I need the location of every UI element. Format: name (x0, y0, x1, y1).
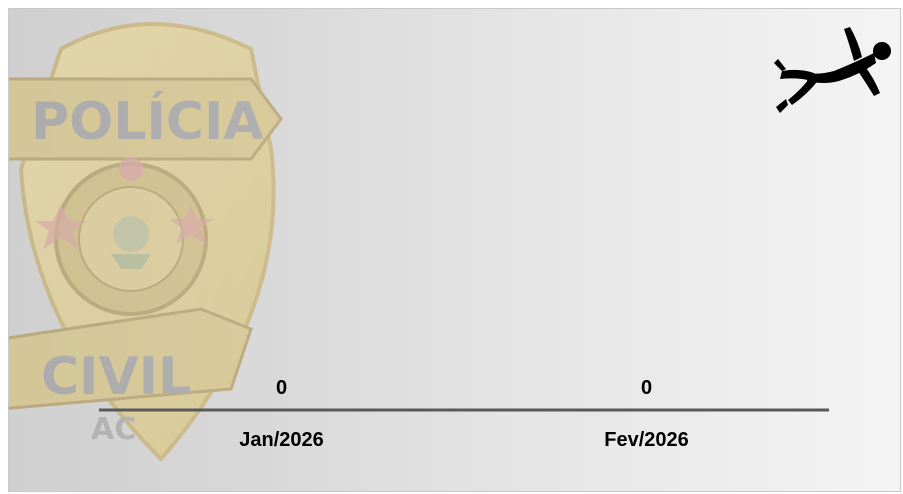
badge-state-text: AC (91, 412, 136, 447)
policia-civil-badge-watermark: POLÍCIA CIVIL AC (9, 22, 283, 462)
badge-top-text: POLÍCIA (31, 91, 264, 152)
data-label-1: 0 (641, 377, 652, 399)
chart-card: POLÍCIA CIVIL AC 0 Jan/2026 0 Fev/2026 (8, 8, 901, 492)
bar-chart: 0 Jan/2026 0 Fev/2026 (99, 377, 829, 451)
fallen-person-icon (774, 27, 891, 113)
badge-bottom-text: CIVIL (41, 347, 191, 407)
label-group: 0 Jan/2026 0 Fev/2026 (239, 377, 689, 451)
category-label-0: Jan/2026 (239, 429, 324, 451)
category-label-1: Fev/2026 (604, 429, 689, 451)
data-label-0: 0 (276, 377, 287, 399)
